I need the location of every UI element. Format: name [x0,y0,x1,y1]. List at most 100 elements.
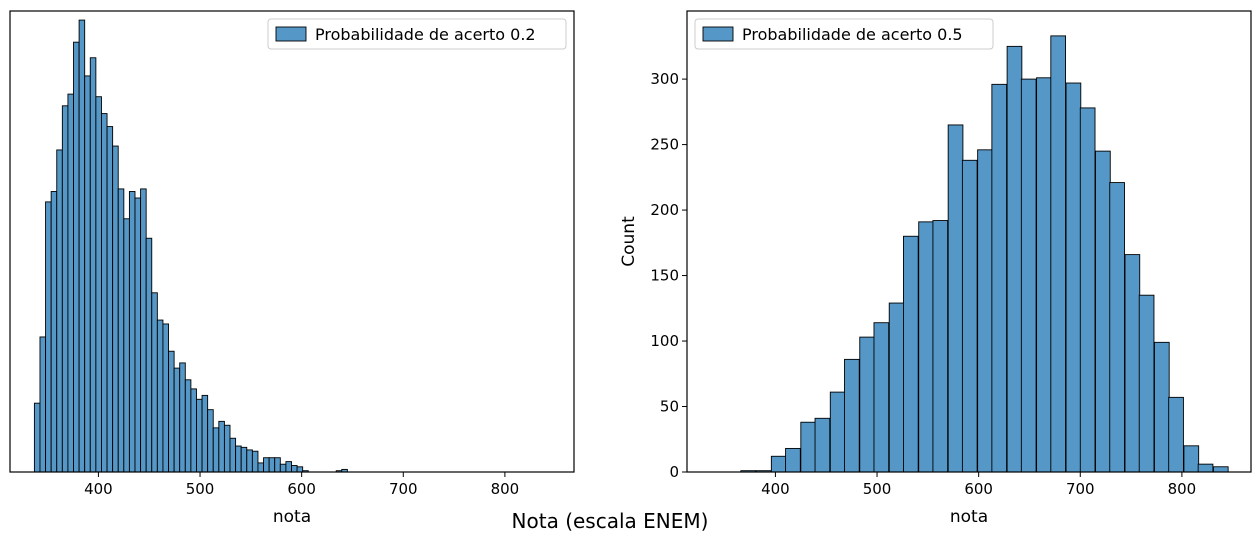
histogram-bar [179,362,186,473]
histogram-bar [240,446,248,473]
x-tick-label: 700 [1066,480,1095,498]
histogram-bar [1168,396,1184,473]
histogram-bar [212,427,220,473]
histogram-bar [184,379,192,473]
axes-frame [9,10,575,473]
histogram-bar [257,462,264,473]
y-tick-label: 0 [669,463,679,481]
histogram-bar [932,220,949,473]
histogram-bar [263,457,270,473]
histogram-bar [785,447,801,473]
x-tick-label: 700 [389,480,418,498]
histogram-bar [1212,466,1229,473]
histogram-bar [45,201,52,473]
x-tick-label: 800 [1168,480,1197,498]
legend: Probabilidade de acerto 0.2 [267,18,567,50]
x-tick-label: 500 [863,480,892,498]
histogram-bar [229,437,237,473]
y-tick-label: 100 [650,332,679,350]
histogram-bar [196,398,203,473]
figure-title: Nota (escala ENEM) [512,509,709,533]
histogram-bar [162,323,169,473]
histogram-bar [201,394,209,473]
x-tick-label: 500 [186,480,215,498]
histogram-bar [1036,77,1052,473]
y-axis-label: Count [619,216,639,267]
histogram-bar [67,93,74,473]
y-tick-label: 200 [650,201,679,219]
histogram-bar [173,367,181,473]
histogram-bar [145,237,153,473]
y-tick-label: 50 [660,398,679,416]
histogram-bar [961,159,978,473]
x-tick-label: 800 [491,480,520,498]
y-tick-label: 150 [650,267,679,285]
histogram-bar [1183,445,1200,473]
histogram-bar [106,126,114,473]
histogram-bar [918,221,934,473]
histogram-bar [844,358,860,473]
histogram-bar [274,457,281,473]
histogram-left: 400 500 600 700 800 nota Probabilidade de acer… [9,10,575,527]
histogram-bar [1154,341,1170,473]
legend-swatch [702,26,734,42]
x-tick-label: 600 [964,480,993,498]
x-axis-label: nota [273,507,311,527]
histogram-bar [296,466,304,473]
histogram-bar [977,149,993,473]
histogram-bar [140,188,147,473]
histogram-bar [268,457,276,473]
histogram-bar [1095,150,1111,473]
histogram-bar [235,445,242,473]
histogram-right: 400 500 600 700 800 0 50 100 150 200 250 300 nota Cou… [619,10,1252,527]
histogram-bar [50,191,58,473]
histogram-bar [1109,182,1125,473]
histogram-bar [33,402,41,473]
histogram-bar [78,19,86,473]
legend-label: Probabilidade de acerto 0.2 [315,25,536,44]
histogram-bar [112,145,119,473]
histogram-bar [156,319,164,473]
histogram-bar [61,105,69,473]
histogram-bar [246,449,253,473]
histogram-bar [859,336,875,473]
histogram-bar [39,336,47,473]
legend-box [694,18,994,50]
histogram-bar [134,197,142,473]
histogram-bar [903,235,919,473]
axes-frame [686,10,1252,473]
histogram-bar [1124,254,1141,473]
x-axis-label: nota [950,507,988,527]
histogram-bar [829,391,846,473]
histogram-bar [947,124,964,473]
histogram-bar [190,388,197,473]
legend-box [267,18,567,50]
histogram-bar [1138,294,1155,473]
histogram-bar [223,424,231,473]
legend-label: Probabilidade de acerto 0.5 [742,25,963,44]
histogram-bar [873,322,890,473]
histogram-bar [1006,45,1023,473]
histogram-bar [1197,463,1214,473]
histogram-bar [888,302,905,473]
histogram-bar [168,350,175,473]
legend: Probabilidade de acerto 0.5 [694,18,994,50]
histogram-bar [1020,78,1037,473]
histogram-bar [128,191,136,473]
histogram-bar [285,461,292,473]
histogram-bar [84,75,91,473]
histogram-bar [117,188,125,473]
histogram-bar [218,420,225,473]
histogram-bar [207,409,214,473]
histogram-bar [123,218,130,473]
x-tick-label: 600 [287,480,316,498]
histogram-bar [1050,35,1067,473]
histogram-bar [56,149,63,473]
histogram-bar [279,463,287,473]
histogram-bar [800,421,817,473]
histogram-bar [101,113,108,473]
histogram-bar [251,450,259,473]
histogram-bar [1065,82,1082,473]
legend-swatch [275,26,307,42]
